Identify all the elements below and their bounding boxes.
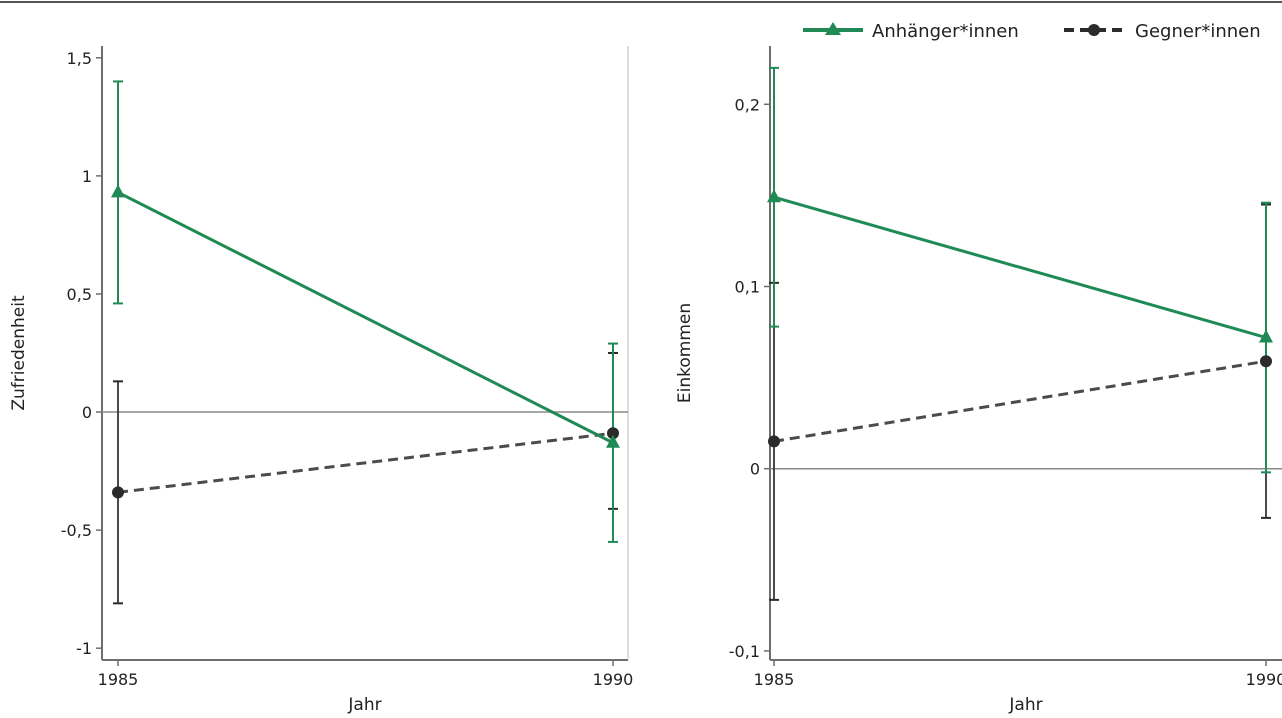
data-point-anhaenger [1259, 329, 1273, 343]
data-point-gegner [1260, 355, 1272, 368]
x-axis-label: Jahr [347, 695, 381, 715]
series-line-gegner [773, 359, 1267, 443]
chart-panel-einkommen: -0,1 0 0,1 0,2 1985 1990 Jahr Einkommen [675, 46, 1282, 715]
data-point-anhaenger [767, 189, 781, 203]
x-tick-label: 1985 [754, 670, 795, 689]
data-point-gegner [607, 427, 619, 440]
data-point-gegner [768, 435, 780, 448]
x-tick-label: 1985 [98, 670, 139, 689]
y-tick-label: 0,2 [735, 95, 760, 114]
y-tick-label: -1 [76, 639, 92, 658]
legend-label-anhaenger: Anhänger*innen [872, 21, 1019, 42]
data-point-gegner [112, 486, 124, 499]
x-axis-label: Jahr [1008, 695, 1042, 715]
data-point-anhaenger [111, 184, 125, 198]
series-line-gegner [117, 431, 614, 494]
y-tick-label: -0,1 [729, 642, 760, 661]
y-tick-label: 0,1 [735, 277, 760, 296]
series-line-anhaenger [117, 191, 614, 445]
data-point-anhaenger [606, 434, 620, 448]
series-line-anhaenger [773, 195, 1267, 339]
legend-entry-anhaenger: Anhänger*innen [803, 21, 1019, 42]
legend-circle-icon [1088, 24, 1100, 36]
legend-entry-gegner: Gegner*innen [1064, 21, 1261, 42]
y-tick-label: 1,5 [67, 49, 92, 68]
y-tick-label: 0 [750, 460, 760, 479]
y-tick-label: 1 [82, 167, 92, 186]
legend-triangle-icon [825, 22, 841, 35]
x-tick-label: 1990 [1246, 670, 1282, 689]
chart-panel-zufriedenheit: -1 -0,5 0 0,5 1 1,5 1985 1990 Jahr Zufriedenheit [9, 46, 633, 715]
y-tick-label: 0 [82, 403, 92, 422]
legend: Anhänger*innen Gegner*innen [803, 21, 1261, 42]
y-tick-label: -0,5 [61, 521, 92, 540]
y-axis-label: Einkommen [675, 303, 695, 403]
legend-label-gegner: Gegner*innen [1135, 21, 1261, 42]
x-tick-label: 1990 [593, 670, 634, 689]
y-tick-label: 0,5 [67, 285, 92, 304]
y-axis-label: Zufriedenheit [9, 295, 29, 411]
